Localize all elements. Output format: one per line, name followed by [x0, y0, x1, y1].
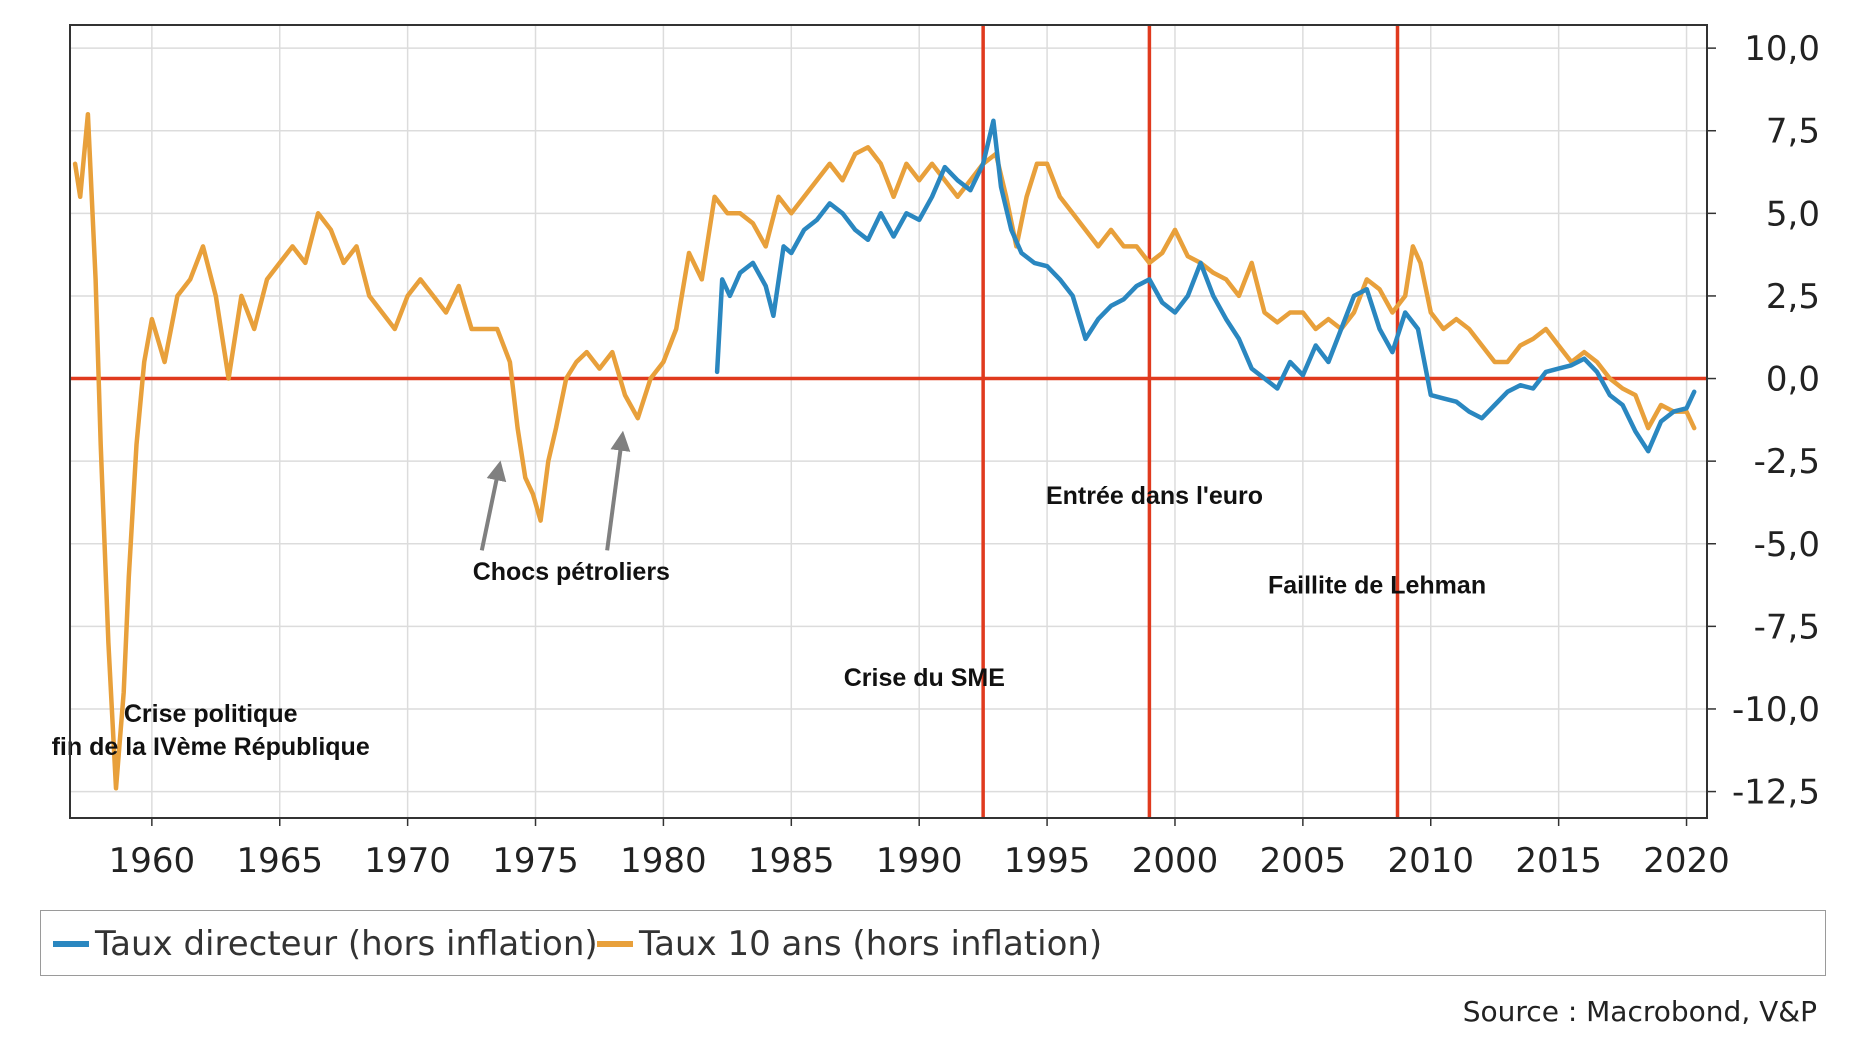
x-tick-label: 2005 — [1260, 841, 1347, 881]
y-tick-label: 0,0 — [1766, 360, 1820, 400]
annotation-arrow — [479, 460, 507, 551]
axes: 1960 1965 1970 1975 1980 1985 1990 1995 2000 2005… — [69, 24, 1820, 881]
series-line-taux-directeur — [714, 118, 1697, 454]
y-tick-label: -7,5 — [1754, 607, 1820, 647]
x-tick-label: 1960 — [109, 841, 196, 881]
annotation-label: Faillite de Lehman — [1268, 571, 1486, 599]
legend-item-taux-directeur: Taux directeur (hors inflation) — [53, 911, 598, 977]
y-tick-label: -2,5 — [1754, 442, 1820, 482]
annotation-label: Crise politique — [124, 700, 298, 728]
x-tick-label: 2020 — [1643, 841, 1730, 881]
x-tick-label: 1970 — [364, 841, 451, 881]
plot-area — [70, 25, 1707, 818]
x-tick-label: 1965 — [236, 841, 323, 881]
y-tick-label: -5,0 — [1754, 525, 1820, 565]
legend-swatch-taux-10-ans — [597, 941, 633, 947]
annotation-arrows — [479, 430, 631, 551]
x-tick-label: 1975 — [492, 841, 579, 881]
y-tick-label: 7,5 — [1766, 112, 1820, 152]
x-tick-label: 1985 — [748, 841, 835, 881]
x-tick-label: 2010 — [1387, 841, 1474, 881]
x-tick-label: 1980 — [620, 841, 707, 881]
y-tick-label: -10,0 — [1732, 690, 1820, 730]
y-tick-label: -12,5 — [1732, 773, 1820, 813]
annotation-label: Crise du SME — [844, 664, 1005, 692]
annotation-arrow — [605, 430, 631, 551]
legend-label-taux-10-ans: Taux 10 ans (hors inflation) — [639, 924, 1103, 964]
legend-swatch-taux-directeur — [53, 941, 89, 947]
y-tick-label: 5,0 — [1766, 194, 1820, 234]
source-note: Source : Macrobond, V&P — [1462, 995, 1817, 1028]
x-tick-label: 1995 — [1004, 841, 1091, 881]
x-tick-label: 2000 — [1132, 841, 1219, 881]
plot-frame — [69, 24, 1708, 819]
series-line-taux-10-ans — [72, 111, 1697, 791]
grid-lines — [70, 25, 1707, 818]
legend: Taux directeur (hors inflation) Taux 10 … — [40, 910, 1826, 976]
x-tick-label: 2015 — [1515, 841, 1602, 881]
series-lines — [72, 111, 1697, 791]
legend-label-taux-directeur: Taux directeur (hors inflation) — [95, 924, 598, 964]
y-tick-label: 10,0 — [1744, 29, 1820, 69]
annotation-label: Entrée dans l'euro — [1046, 482, 1263, 510]
annotation-label: Chocs pétroliers — [473, 558, 670, 586]
legend-item-taux-10-ans: Taux 10 ans (hors inflation) — [597, 911, 1102, 977]
x-tick-label: 1990 — [876, 841, 963, 881]
y-tick-label: 2,5 — [1766, 277, 1820, 317]
annotations: Crise politique fin de la IVème Républiqu… — [52, 482, 1486, 761]
annotation-label: fin de la IVème République — [52, 733, 370, 761]
